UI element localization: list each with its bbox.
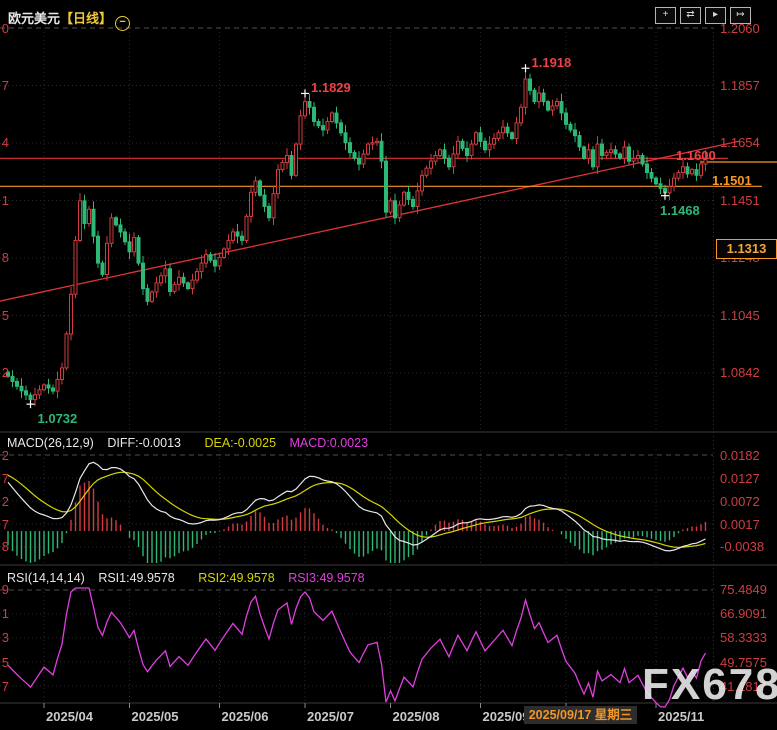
rsi2-value: RSI2:49.9578 [198,571,275,585]
playback-icon[interactable]: ▸ [705,7,726,24]
chart-title: 欧元美元【日线】 − [8,8,131,31]
y-axis-label-clipped: 7 [1,517,9,531]
crosshair-date-label: 2025/09/17 星期三 [524,706,637,724]
y-axis-label: 49.7575 [720,654,767,670]
collapse-icon[interactable]: − [115,16,131,31]
y-axis-label-clipped: 7 [1,679,9,693]
y-axis-label: 1.1451 [720,192,760,208]
symbol-name: 欧元美元 [8,11,61,26]
rsi-legend: RSI(14,14,14) RSI1:49.9578 RSI2:49.9578 … [7,571,375,585]
macd-legend: MACD(26,12,9) DIFF:-0.0013 DEA:-0.0025 M… [7,436,378,450]
y-axis-label-clipped: 7 [1,471,9,485]
y-axis-label-clipped: 4 [1,136,9,150]
rsi3-value: RSI3:49.9578 [288,571,365,585]
y-axis-label-clipped: 1 [1,607,9,621]
step-forward-icon[interactable]: ↦ [730,7,751,24]
y-axis-label: 0.0017 [720,516,760,532]
y-axis-label-clipped: 7 [1,78,9,92]
x-axis-label: 2025/04 [46,709,93,724]
macd-dea-value: DEA:-0.0025 [204,436,277,450]
rsi-line [7,587,707,708]
y-axis-label: 1.0842 [720,365,760,381]
level-label-1-1501: 1.1501 [712,173,752,188]
y-axis-label: 1.1045 [720,307,760,323]
y-axis-label-clipped: 0 [1,21,9,35]
y-axis-label-clipped: 2 [1,366,9,380]
y-axis-label-clipped: 1 [1,193,9,207]
level-label-1-1600: 1.1600 [676,148,716,163]
y-axis-label: 66.9091 [720,606,767,622]
crosshair-tool-icon[interactable]: + [655,7,676,24]
y-axis-label-clipped: 5 [1,308,9,322]
rsi-params: RSI(14,14,14) RSI1:49.9578 [7,571,175,585]
x-axis-label: 2025/05 [131,709,179,724]
price-alert-badge: 1.1313 [716,239,777,259]
x-axis-label: 2025/11 [658,709,705,724]
y-axis-label: 58.3333 [720,630,767,646]
x-axis-label: 2025/06 [221,709,269,724]
y-axis-label-clipped: 3 [1,631,9,645]
horizontal-scale-icon[interactable]: ⇄ [680,7,701,24]
y-axis-label-clipped: 8 [1,251,9,265]
y-axis-label-clipped: 2 [1,494,9,508]
macd-histogram [7,481,707,563]
extreme-label-1-1829: 1.1829 [311,80,351,96]
y-axis-label: 1.1857 [720,77,760,93]
y-axis-label: 1.2060 [720,20,760,36]
y-axis-label: 75.4849 [720,582,767,598]
y-axis-label: 41.1817 [720,678,767,694]
period-label: 【日线】 [60,11,113,26]
y-axis-label-clipped: 5 [1,655,9,669]
trendline [0,140,741,302]
y-axis-label-clipped: 8 [1,540,9,554]
y-axis-label: 0.0182 [720,447,760,463]
y-axis-label-clipped: 2 [1,448,9,462]
x-axis-label: 2025/07 [307,709,354,724]
macd-macd-value: MACD:0.0023 [289,436,369,450]
x-axis-label: 2025/08 [392,709,440,724]
macd-diff-line [7,461,706,552]
y-axis-label: 0.0072 [720,493,760,509]
y-axis-label-clipped: 9 [1,583,9,597]
macd-dea-line [7,471,706,548]
x-axis-label: 2025/09 [482,709,530,724]
watermark-logo: FX678 [642,660,777,709]
macd-params: MACD(26,12,9) DIFF:-0.0013 [7,436,181,450]
extreme-label-1-1918: 1.1918 [531,55,572,71]
y-axis-label: 0.0127 [720,470,760,486]
candlestick-series [6,68,708,407]
chart-toolbar: + ⇄ ▸ ↦ [655,7,751,24]
extreme-label-1-1468: 1.1468 [660,202,700,218]
extreme-label-1-0732: 1.0732 [37,411,78,427]
y-axis-label: 1.1654 [720,135,760,151]
y-axis-label: -0.0038 [720,539,765,555]
